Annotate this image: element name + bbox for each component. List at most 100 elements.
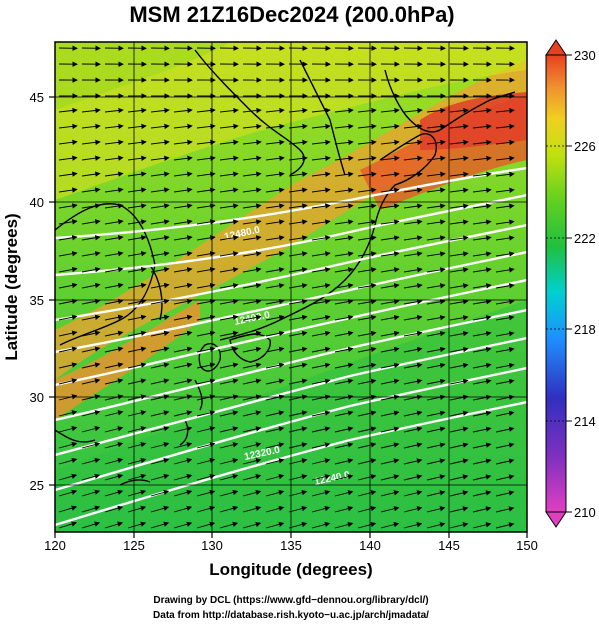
wind-vector-arrow <box>426 362 446 369</box>
wind-vector-arrow <box>150 107 170 114</box>
wind-vector-arrow <box>127 266 147 273</box>
wind-vector-arrow <box>219 426 239 433</box>
wind-vector-arrow <box>81 123 101 130</box>
wind-vector-arrow <box>288 219 308 225</box>
wind-vector-arrow <box>472 219 492 225</box>
wind-vector-arrow <box>357 506 377 513</box>
wind-vector-arrow <box>426 442 446 449</box>
wind-vector-arrow <box>472 235 492 241</box>
wind-vector-arrow <box>472 410 492 417</box>
wind-vector-arrow <box>334 346 354 353</box>
wind-vector-arrow <box>380 171 400 177</box>
wind-vector-arrow <box>219 346 239 353</box>
wind-vector-arrow <box>104 123 124 130</box>
wind-vector-arrow <box>380 107 400 114</box>
wind-vector-arrow <box>81 314 101 321</box>
wind-vector-arrow <box>265 107 285 114</box>
wind-vector-arrow <box>288 458 308 465</box>
wind-vector-arrow <box>403 155 423 162</box>
wind-vector-arrow <box>449 187 469 193</box>
wind-vector-arrow <box>150 378 170 385</box>
wind-vector-arrow <box>242 489 262 497</box>
wind-vector-arrow <box>127 457 147 465</box>
wind-vector-arrow <box>334 267 354 273</box>
wind-vector-arrow <box>449 267 469 273</box>
wind-vector-arrow <box>380 474 400 481</box>
x-tick-label: 145 <box>438 538 460 553</box>
wind-vector-arrow <box>403 490 423 497</box>
geopotential-contours <box>55 166 527 527</box>
wind-vector-arrow <box>357 426 377 433</box>
wind-vector-arrow <box>265 474 285 481</box>
wind-vector-arrow <box>242 521 262 529</box>
wind-vector-arrow <box>173 155 193 161</box>
wind-vector-arrow <box>288 123 308 130</box>
wind-vector-arrow <box>495 171 515 178</box>
wind-vector-arrow <box>472 315 492 321</box>
wind-vector-arrow <box>173 251 193 257</box>
wind-vector-arrow <box>403 442 423 449</box>
wind-vector-arrow <box>127 107 147 114</box>
wind-vector-arrow <box>242 155 262 161</box>
wind-vector-arrow <box>334 426 354 433</box>
wind-vector-arrow <box>288 171 308 177</box>
wind-vector-arrow <box>219 489 239 497</box>
wind-vector-arrow <box>472 187 492 193</box>
y-tick-label: 35 <box>30 293 44 308</box>
wind-vector-arrow <box>81 521 101 529</box>
wind-vector-arrow <box>242 505 262 513</box>
wind-vector-arrow <box>219 298 239 305</box>
wind-vector-arrow <box>58 441 78 449</box>
wind-vector-arrow <box>58 171 78 177</box>
wind-vector-arrow <box>311 203 331 209</box>
wind-vector-arrow <box>403 139 423 146</box>
wind-vector-arrow <box>219 458 239 465</box>
wind-vector-arrow <box>104 314 124 321</box>
wind-vector-arrow <box>104 187 124 193</box>
wind-vector-arrow <box>357 474 377 481</box>
wind-vector-arrow <box>104 107 124 114</box>
wind-vector-arrow <box>219 314 239 321</box>
wind-vector-arrow <box>104 251 124 257</box>
wind-vector-arrow <box>449 442 469 449</box>
wind-vector-arrow <box>173 298 193 305</box>
wind-vector-arrow <box>127 155 147 161</box>
wind-vector-arrow <box>173 139 193 146</box>
wind-vector-arrow <box>380 410 400 417</box>
wind-vector-arrow <box>196 521 216 529</box>
wind-vector-arrow <box>311 107 331 114</box>
wind-vector-arrow <box>357 458 377 465</box>
wind-vector-arrow <box>104 426 124 433</box>
wind-vector-arrow <box>426 378 446 385</box>
wind-vector-arrow <box>403 251 423 257</box>
wind-vector-arrow <box>127 362 147 369</box>
wind-vector-arrow <box>449 330 469 337</box>
wind-vector-arrow <box>58 330 78 337</box>
wind-vector-arrow <box>472 506 492 513</box>
wind-vector-arrow <box>472 474 492 481</box>
wind-vector-arrow <box>196 410 216 417</box>
wind-vector-arrow <box>242 235 262 241</box>
y-tick-label: 30 <box>30 390 44 405</box>
grid-lines <box>55 42 527 532</box>
wind-vector-arrow <box>403 283 423 289</box>
wind-vector-arrow <box>150 251 170 257</box>
wind-vector-arrow <box>127 505 147 513</box>
wind-vector-arrow <box>104 394 124 401</box>
wind-vector-arrow <box>127 171 147 177</box>
wind-vector-arrow <box>265 267 285 273</box>
wind-vector-arrow <box>449 522 469 529</box>
wind-vector-arrow <box>449 251 469 257</box>
wind-vector-arrow <box>495 458 515 465</box>
wind-vector-arrow <box>426 267 446 273</box>
wind-vector-arrow <box>357 410 377 417</box>
wind-vector-arrow <box>150 266 170 273</box>
wind-vector-arrow <box>357 123 377 130</box>
wind-vector-arrow <box>357 378 377 385</box>
wind-vector-arrow <box>334 442 354 449</box>
wind-vector-arrow <box>81 473 101 481</box>
wind-vector-arrow <box>334 219 354 225</box>
wind-vector-arrow <box>58 107 78 114</box>
wind-vector-arrow <box>58 314 78 321</box>
wind-vector-arrow <box>357 442 377 449</box>
